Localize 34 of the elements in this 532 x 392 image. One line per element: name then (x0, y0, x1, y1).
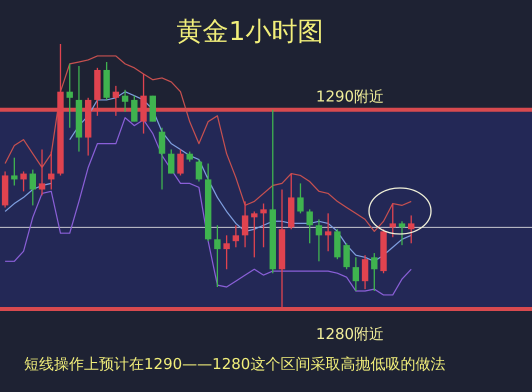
candlestick (11, 157, 18, 186)
candlestick (316, 218, 322, 262)
candlestick (30, 168, 36, 206)
candlestick (158, 127, 166, 190)
candlestick (196, 158, 202, 182)
candlestick (371, 252, 378, 292)
candlestick (223, 234, 230, 270)
candlestick (214, 224, 221, 288)
ref-line-label: 1290附近 (316, 88, 384, 106)
candlestick (260, 202, 267, 248)
candlestick (242, 200, 248, 248)
candlestick (186, 150, 193, 162)
ref-line-label: 1280附近 (316, 325, 384, 343)
candlestick (20, 170, 27, 192)
candlestick (352, 256, 360, 292)
candlestick (232, 224, 240, 248)
candlestick (48, 150, 54, 190)
candlestick (168, 148, 174, 174)
candlestick (390, 202, 396, 238)
candlestick (177, 148, 184, 176)
candlestick (343, 242, 350, 270)
candlestick (131, 95, 138, 122)
candlestick (38, 148, 46, 196)
text: 短线操作上预计在1290——1280这个区间采取高抛低吸的做法 (24, 355, 446, 373)
candlestick (66, 63, 73, 128)
candlestick (398, 220, 406, 246)
candlestick (408, 214, 414, 244)
candlestick (324, 212, 332, 252)
candlestick (251, 210, 258, 258)
chart-title: 黄金1小时图 (176, 17, 324, 47)
candlestick (306, 208, 313, 244)
candlestick (297, 182, 304, 214)
candlestick (362, 254, 368, 290)
candlestick (122, 89, 128, 112)
